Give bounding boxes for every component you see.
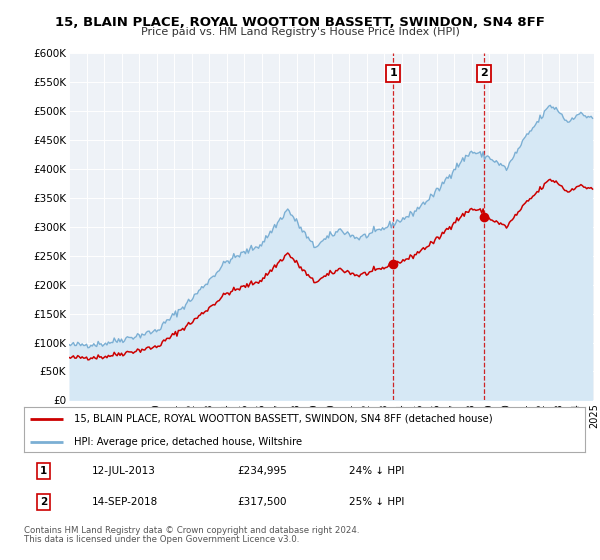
Text: 15, BLAIN PLACE, ROYAL WOOTTON BASSETT, SWINDON, SN4 8FF (detached house): 15, BLAIN PLACE, ROYAL WOOTTON BASSETT, … bbox=[74, 414, 493, 424]
Text: HPI: Average price, detached house, Wiltshire: HPI: Average price, detached house, Wilt… bbox=[74, 437, 302, 447]
Text: Price paid vs. HM Land Registry's House Price Index (HPI): Price paid vs. HM Land Registry's House … bbox=[140, 27, 460, 37]
Text: 1: 1 bbox=[389, 68, 397, 78]
Text: 2: 2 bbox=[480, 68, 488, 78]
Text: £234,995: £234,995 bbox=[237, 466, 287, 476]
Text: 2: 2 bbox=[40, 497, 47, 507]
Text: £317,500: £317,500 bbox=[237, 497, 287, 507]
Text: 15, BLAIN PLACE, ROYAL WOOTTON BASSETT, SWINDON, SN4 8FF: 15, BLAIN PLACE, ROYAL WOOTTON BASSETT, … bbox=[55, 16, 545, 29]
Text: 12-JUL-2013: 12-JUL-2013 bbox=[91, 466, 155, 476]
Text: 25% ↓ HPI: 25% ↓ HPI bbox=[349, 497, 405, 507]
Text: 14-SEP-2018: 14-SEP-2018 bbox=[91, 497, 158, 507]
Text: 1: 1 bbox=[40, 466, 47, 476]
Text: Contains HM Land Registry data © Crown copyright and database right 2024.: Contains HM Land Registry data © Crown c… bbox=[24, 526, 359, 535]
Text: 24% ↓ HPI: 24% ↓ HPI bbox=[349, 466, 405, 476]
Text: This data is licensed under the Open Government Licence v3.0.: This data is licensed under the Open Gov… bbox=[24, 535, 299, 544]
